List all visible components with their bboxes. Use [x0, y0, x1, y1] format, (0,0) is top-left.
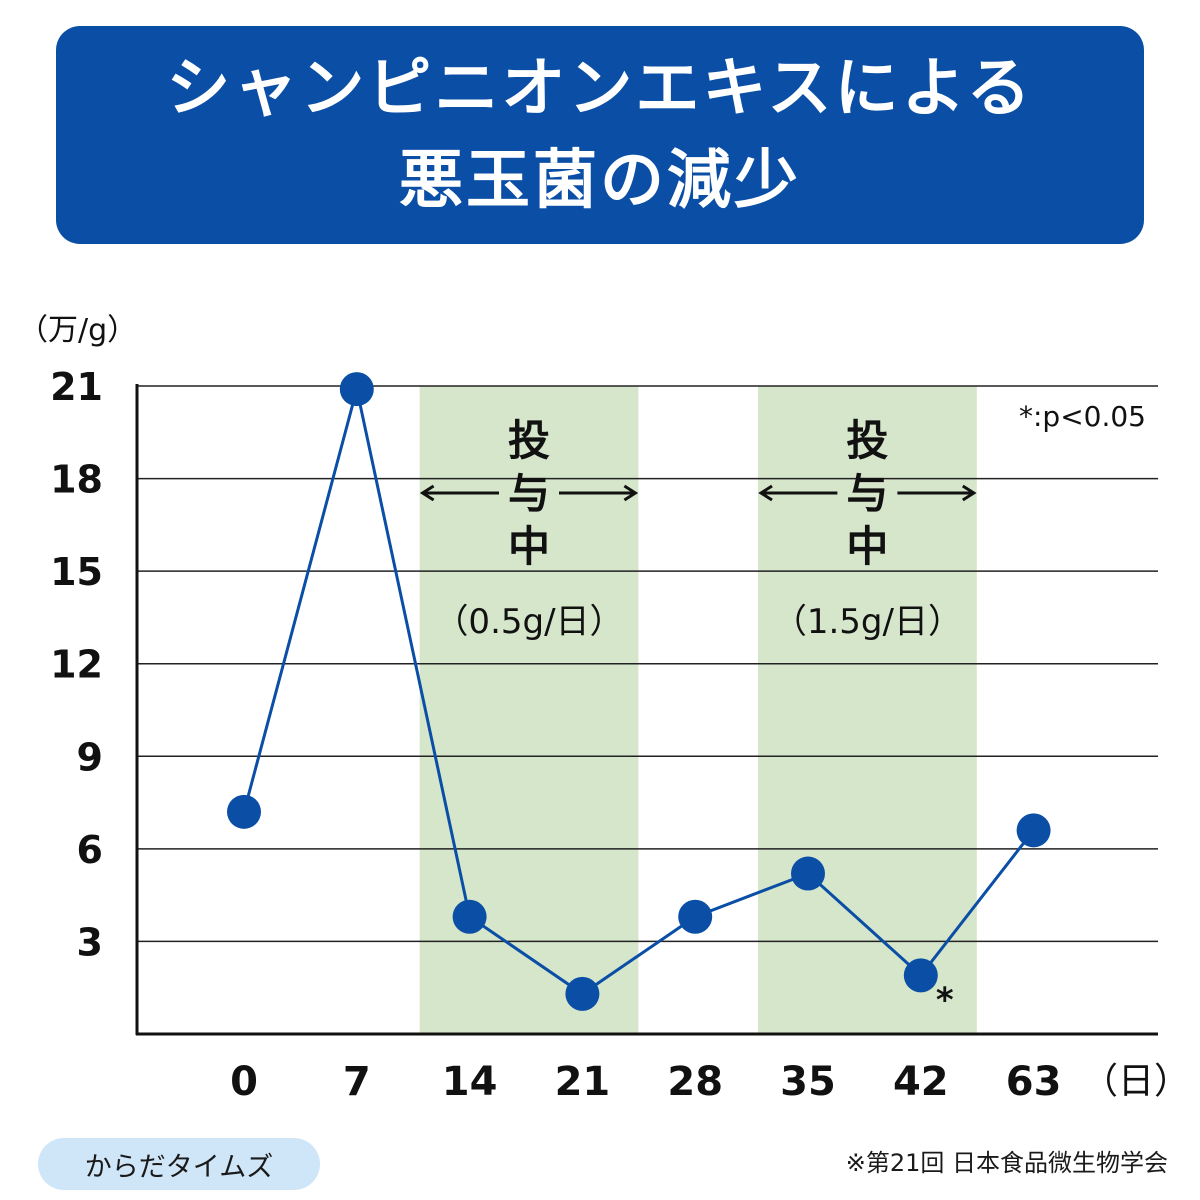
y-tick-label-6: 6 [77, 828, 103, 872]
dosing-label-1-char-2: 与 [508, 469, 550, 518]
x-axis-unit: （日） [1082, 1061, 1190, 1102]
title-line-1: シャンピニオンエキスによる [166, 52, 1034, 126]
data-point-63 [1016, 813, 1051, 848]
dosing-label-2-char-1: 投 [846, 416, 888, 465]
title-line-2: 悪玉菌の減少 [399, 144, 801, 218]
dosing-label-1-char-3: 中 [508, 522, 550, 571]
x-tick-label-63: 63 [1006, 1059, 1062, 1105]
citation-note: ※第21回 日本食品微生物学会 [845, 1149, 1168, 1177]
y-tick-label-18: 18 [50, 458, 103, 502]
x-tick-label-7: 7 [343, 1059, 371, 1105]
dosing-label-1-char-1: 投 [508, 416, 550, 465]
y-tick-label-21: 21 [50, 365, 103, 409]
y-tick-label-9: 9 [77, 735, 103, 779]
y-axis-unit: （万/g） [18, 313, 137, 348]
title-banner: シャンピニオンエキスによる 悪玉菌の減少 [56, 26, 1144, 244]
dosing-arrowhead-right-2 [961, 484, 977, 502]
dosing-arrowhead-left-1 [419, 484, 435, 502]
data-point-7 [339, 372, 374, 407]
dosing-arrowhead-right-1 [623, 484, 639, 502]
data-point-28 [678, 899, 713, 934]
data-point-35 [791, 856, 825, 891]
y-tick-label-12: 12 [50, 643, 103, 687]
x-tick-label-0: 0 [230, 1059, 258, 1105]
x-tick-label-35: 35 [780, 1059, 836, 1105]
source-badge: からだタイムズ [38, 1138, 320, 1190]
series-line [242, 388, 1035, 996]
data-point-14 [452, 899, 487, 934]
data-point-21 [565, 976, 600, 1011]
dosing-arrowhead-left-2 [758, 484, 773, 502]
significance-note: *:p<0.05 [1019, 400, 1146, 433]
y-tick-label-15: 15 [50, 550, 103, 594]
x-tick-label-14: 14 [442, 1059, 498, 1105]
data-point-0 [227, 794, 261, 829]
data-point-42 [903, 958, 938, 993]
dosing-label-2-char-3: 中 [846, 522, 888, 571]
dosing-dose-1: （0.5g/日） [434, 602, 623, 642]
x-tick-label-21: 21 [555, 1059, 611, 1105]
x-tick-label-28: 28 [667, 1059, 723, 1105]
y-tick-label-3: 3 [77, 920, 103, 964]
dosing-label-2-char-2: 与 [846, 469, 888, 518]
significance-marker: * [936, 980, 954, 1020]
x-tick-label-42: 42 [893, 1059, 949, 1105]
dosing-dose-2: （1.5g/日） [773, 602, 962, 642]
